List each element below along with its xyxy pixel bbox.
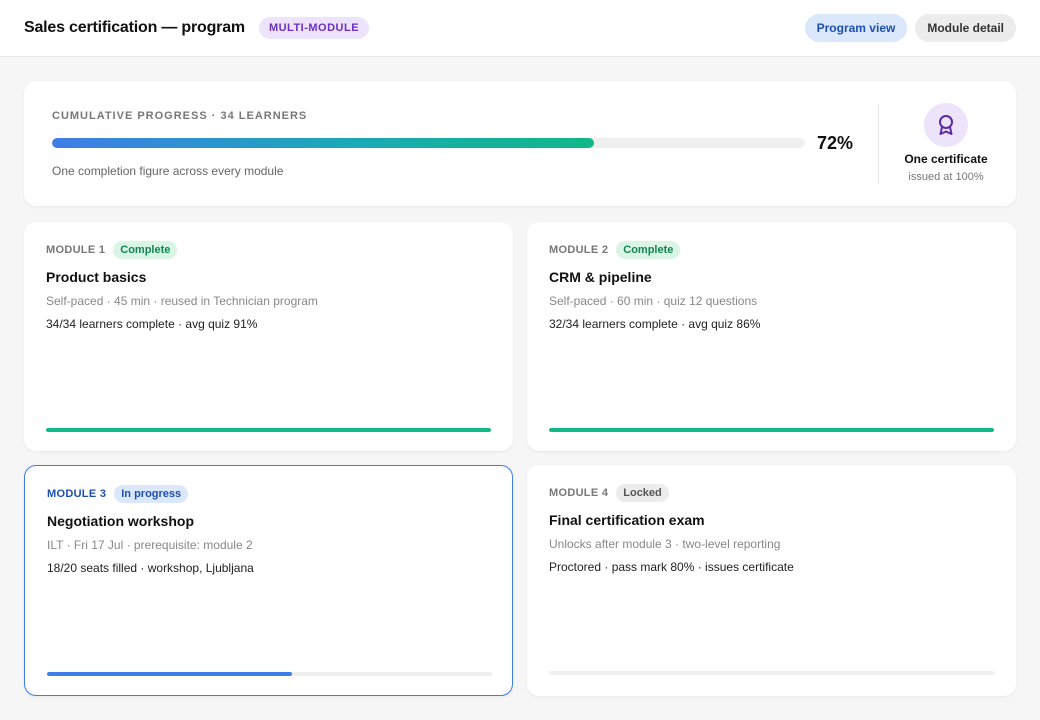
module-progress-bar [47, 672, 492, 676]
status-badge: Complete [616, 241, 681, 259]
module-meta: Unlocks after module 3 · two-level repor… [549, 537, 781, 551]
module-meta: Self-paced · 45 min · reused in Technici… [46, 294, 318, 308]
module-card-2[interactable]: MODULE 2 Complete CRM & pipeline Self-pa… [527, 222, 1016, 451]
view-toggle: Program view Module detail [804, 14, 1016, 42]
module-header: MODULE 4 Locked [549, 484, 669, 502]
app-header: Sales certification — program MULTI-MODU… [0, 0, 1040, 57]
module-meta: Self-paced · 60 min · quiz 12 questions [549, 294, 758, 308]
program-type-badge: MULTI-MODULE [258, 17, 370, 39]
module-title: CRM & pipeline [549, 269, 652, 285]
module-header: MODULE 3 In progress [47, 485, 189, 503]
award-ribbon-icon [924, 103, 968, 147]
module-title: Final certification exam [549, 512, 705, 528]
module-number: MODULE 2 [549, 244, 609, 256]
module-card-1[interactable]: MODULE 1 Complete Product basics Self-pa… [24, 222, 513, 451]
module-stats: 34/34 learners complete · avg quiz 91% [46, 317, 258, 331]
module-progress-bar [549, 671, 994, 675]
module-card-4[interactable]: MODULE 4 Locked Final certification exam… [527, 465, 1016, 696]
certificate-subtitle: issued at 100% [908, 171, 984, 183]
module-title: Product basics [46, 269, 147, 285]
summary-divider [878, 104, 879, 184]
module-meta: ILT · Fri 17 Jul · prerequisite: module … [47, 538, 253, 552]
module-progress-bar [46, 428, 491, 432]
module-progress-fill [47, 672, 292, 676]
cumulative-progress-subtitle: One completion figure across every modul… [52, 164, 284, 178]
cumulative-progress-bar [52, 138, 805, 148]
module-number: MODULE 4 [549, 487, 609, 499]
module-stats: Proctored · pass mark 80% · issues certi… [549, 560, 794, 574]
module-stats: 32/34 learners complete · avg quiz 86% [549, 317, 761, 331]
module-stats: 18/20 seats filled · workshop, Ljubljana [47, 561, 254, 575]
page-title: Sales certification — program [24, 19, 245, 36]
cumulative-progress-label: CUMULATIVE PROGRESS · 34 LEARNERS [52, 110, 308, 122]
status-badge: Locked [616, 484, 669, 502]
cumulative-progress-fill [52, 138, 595, 148]
module-number: MODULE 1 [46, 244, 106, 256]
cumulative-progress-percent: 72% [817, 133, 854, 153]
status-badge: Complete [113, 241, 178, 259]
module-progress-fill [46, 428, 491, 432]
program-view-button[interactable]: Program view [804, 14, 908, 42]
cumulative-progress-card: CUMULATIVE PROGRESS · 34 LEARNERS 72% On… [24, 81, 1016, 206]
certificate-title: One certificate [904, 152, 988, 166]
module-number: MODULE 3 [47, 488, 107, 500]
status-badge: In progress [114, 485, 189, 503]
module-card-3[interactable]: MODULE 3 In progress Negotiation worksho… [24, 465, 513, 696]
module-title: Negotiation workshop [47, 513, 194, 529]
module-progress-bar [549, 428, 994, 432]
module-progress-fill [549, 428, 994, 432]
module-detail-button[interactable]: Module detail [915, 14, 1016, 42]
module-header: MODULE 2 Complete [549, 241, 681, 259]
module-header: MODULE 1 Complete [46, 241, 178, 259]
